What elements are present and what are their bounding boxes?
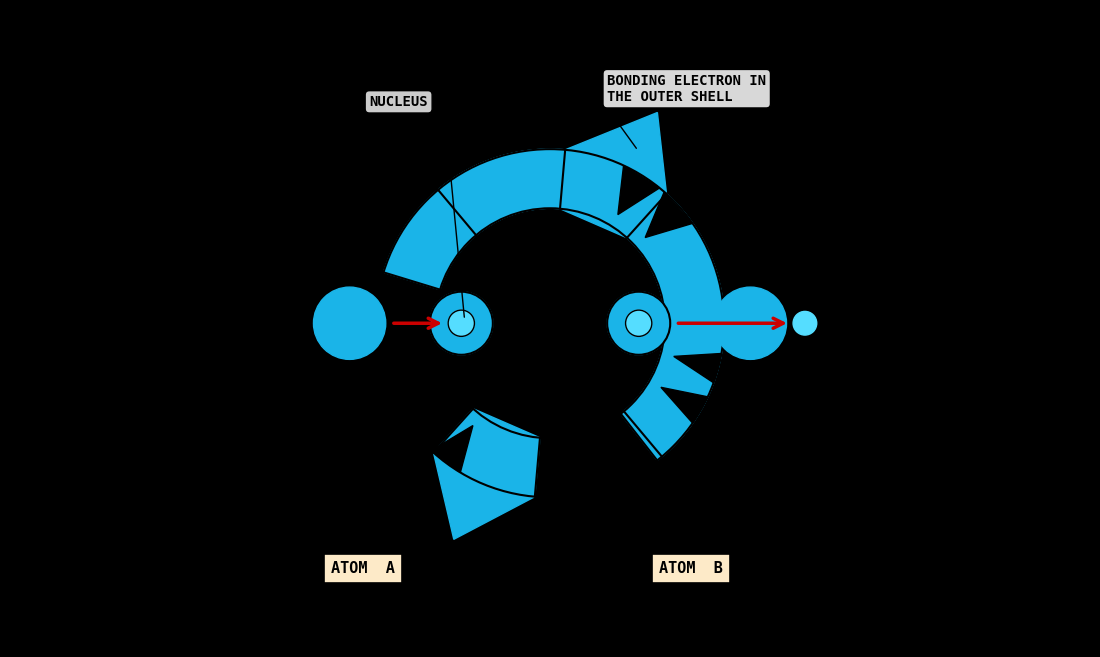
Polygon shape (403, 402, 449, 444)
Polygon shape (618, 166, 660, 215)
Polygon shape (384, 149, 724, 461)
Polygon shape (661, 388, 707, 423)
Polygon shape (560, 112, 667, 238)
Circle shape (793, 311, 816, 335)
Text: NUCLEUS: NUCLEUS (370, 95, 428, 109)
Text: p: p (597, 107, 604, 117)
Circle shape (626, 310, 652, 336)
Circle shape (714, 287, 786, 359)
Text: ATOM  B: ATOM B (659, 561, 723, 576)
Circle shape (430, 292, 493, 355)
Polygon shape (673, 353, 722, 383)
Polygon shape (438, 149, 724, 457)
Text: ATOM  A: ATOM A (331, 561, 395, 576)
Polygon shape (433, 409, 540, 539)
Circle shape (314, 287, 386, 359)
Circle shape (448, 310, 474, 336)
Circle shape (607, 292, 670, 355)
Polygon shape (431, 426, 473, 472)
Polygon shape (646, 192, 693, 238)
Text: BONDING ELECTRON IN
THE OUTER SHELL: BONDING ELECTRON IN THE OUTER SHELL (607, 74, 767, 104)
